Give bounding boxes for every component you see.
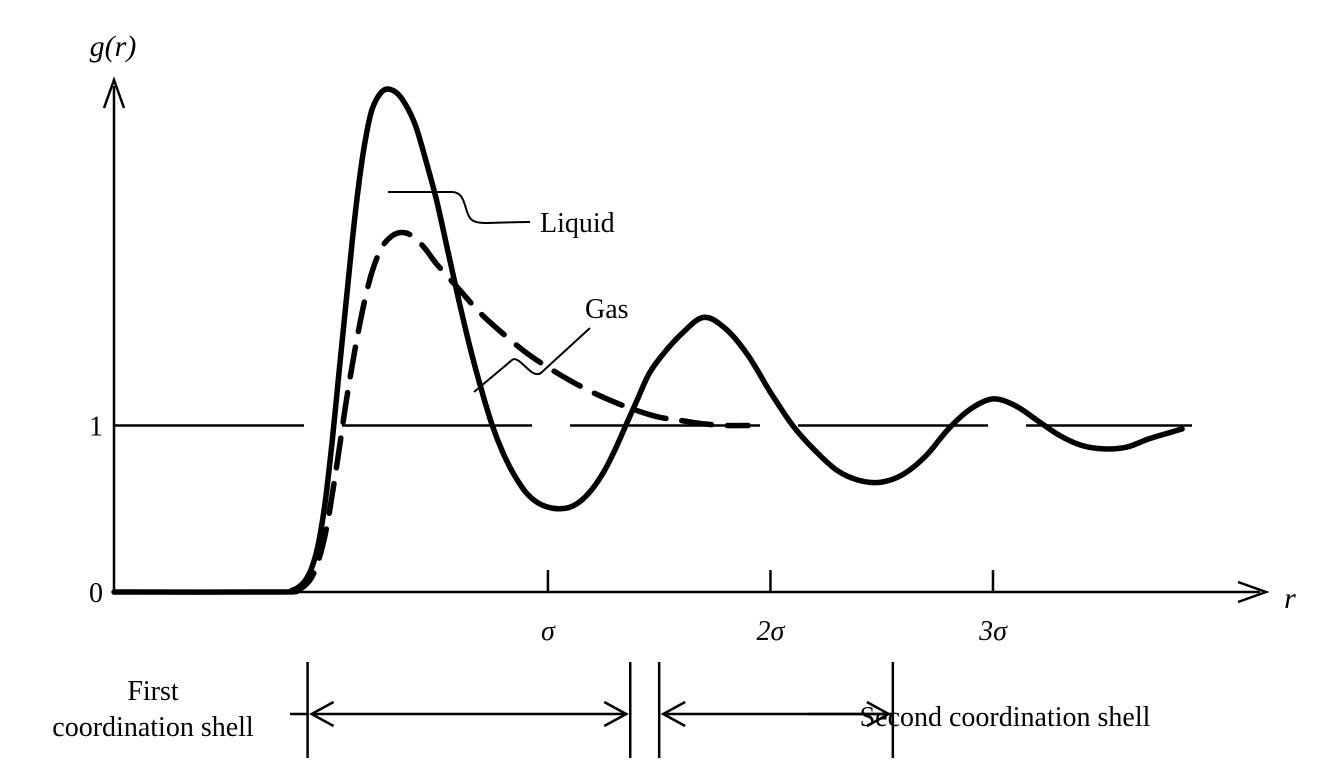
y-tick-label-1: 1 [89, 412, 103, 443]
x-tick-label-2: 2σ [757, 616, 786, 647]
gas-leader-line [473, 327, 591, 393]
x-axis-label: r [1284, 582, 1296, 615]
x-tick-label-3: 3σ [978, 616, 1008, 647]
second-shell-label: Second coordination shell [860, 702, 1151, 733]
y-ticks: 01 [89, 412, 103, 609]
shell2-arrow-right-head [866, 700, 892, 728]
gas-curve [289, 229, 751, 595]
shell1-arrow-right-head [603, 700, 629, 728]
liquid-annotation: Liquid [540, 208, 615, 239]
x-tick-label-1: σ [541, 616, 556, 647]
coordination-shells: First coordination shell Second coordinati… [52, 662, 1151, 758]
y-tick-label-0: 0 [89, 578, 103, 609]
x-ticks: σ 2σ 3σ [541, 570, 1008, 647]
liquid-leader-line [388, 191, 531, 224]
shell1-arrow-left-head [308, 700, 335, 728]
x-axis-arrow [1237, 580, 1270, 604]
shell2-arrow-left-head [660, 700, 686, 728]
series-group [111, 86, 1185, 595]
liquid-curve [111, 86, 1185, 595]
gas-annotation: Gas [585, 294, 629, 325]
first-shell-label-line2: coordination shell [52, 712, 254, 743]
y-axis-label: g(r) [90, 30, 137, 63]
y-axis-arrow [102, 76, 126, 109]
first-shell-label-line1: First [127, 676, 179, 707]
